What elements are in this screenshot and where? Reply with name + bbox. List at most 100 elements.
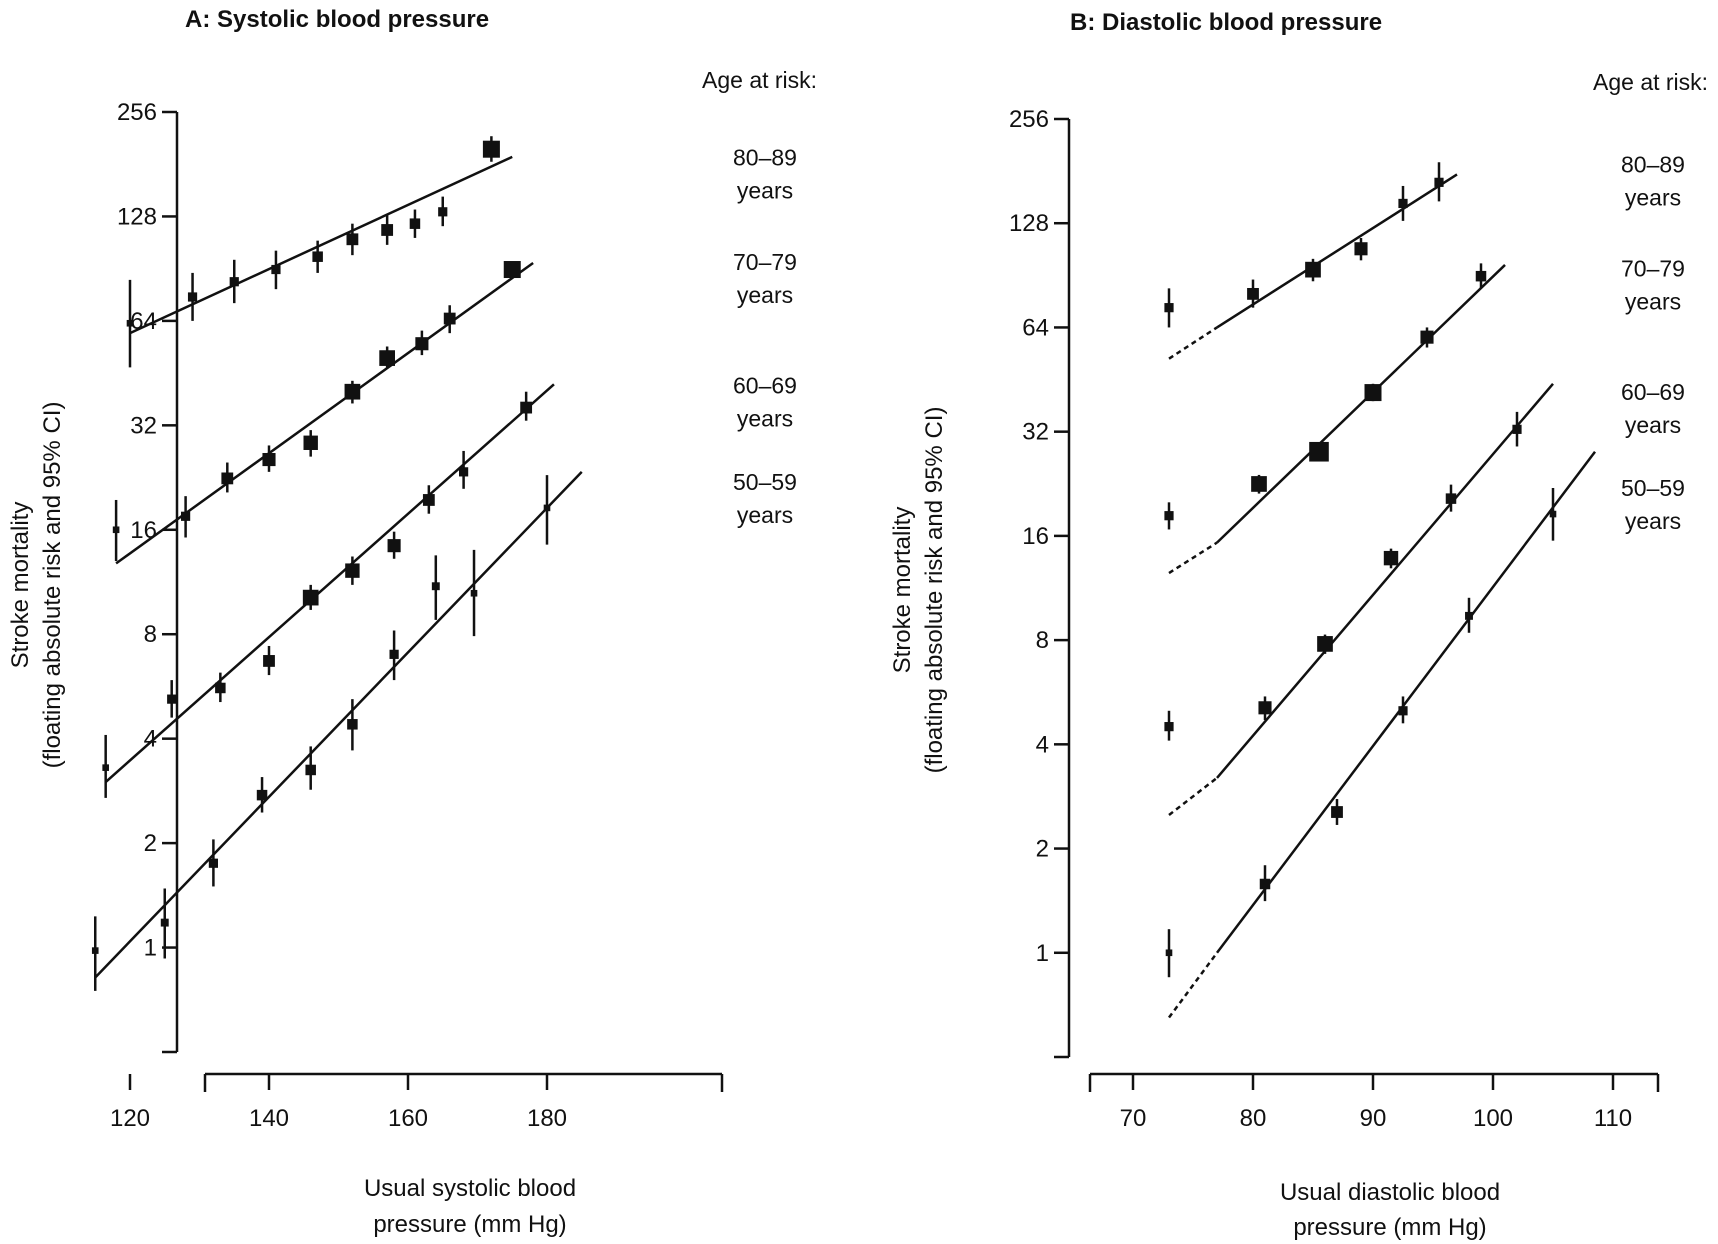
age-group-label: 60–69 bbox=[733, 372, 797, 398]
data-point bbox=[91, 947, 99, 954]
data-point bbox=[520, 401, 533, 414]
data-point bbox=[459, 467, 469, 477]
x-tick-label: 140 bbox=[249, 1105, 289, 1132]
data-point bbox=[344, 383, 361, 400]
x-tick-label: 80 bbox=[1240, 1105, 1267, 1132]
fit-line bbox=[104, 383, 555, 783]
y-tick-label: 1 bbox=[1036, 940, 1049, 967]
age-group-label-years: years bbox=[1625, 508, 1681, 534]
data-point bbox=[263, 655, 275, 667]
data-point bbox=[1465, 611, 1473, 620]
data-point bbox=[167, 694, 177, 704]
data-point bbox=[389, 649, 399, 659]
data-point bbox=[1445, 493, 1457, 504]
fit-line bbox=[1216, 264, 1506, 544]
series-60–69: 60–69 years bbox=[102, 372, 797, 798]
data-point bbox=[312, 251, 323, 262]
data-point bbox=[1258, 701, 1272, 715]
y-axis-label-line-2: (floating absolute risk and 95% CI) bbox=[39, 402, 66, 769]
series-70–79: 70–79 years bbox=[112, 249, 797, 565]
series-80–89: 80–89 years bbox=[126, 136, 797, 368]
series-80–89: 80–89 years bbox=[1164, 151, 1685, 360]
fit-line-extrapolated bbox=[1168, 326, 1218, 360]
fit-line bbox=[1216, 450, 1596, 954]
fit-line bbox=[115, 261, 534, 565]
y-tick-label: 1 bbox=[144, 935, 157, 962]
data-point bbox=[112, 526, 120, 534]
data-point bbox=[302, 589, 319, 606]
fit-line-extrapolated bbox=[1168, 541, 1218, 575]
age-group-label: 50–59 bbox=[733, 469, 797, 495]
data-point bbox=[1364, 384, 1382, 402]
data-point bbox=[1549, 510, 1557, 518]
y-tick-label: 2 bbox=[144, 830, 157, 857]
data-point bbox=[1309, 441, 1329, 462]
y-tick-label: 16 bbox=[1022, 523, 1049, 550]
age-group-label: 80–89 bbox=[733, 144, 797, 170]
y-tick-label: 128 bbox=[117, 203, 157, 230]
data-point bbox=[126, 319, 134, 327]
data-point bbox=[1420, 330, 1434, 344]
data-point bbox=[1164, 511, 1174, 521]
age-group-label-years: years bbox=[737, 177, 793, 203]
data-point bbox=[347, 719, 358, 730]
data-point bbox=[381, 224, 394, 236]
data-point bbox=[256, 789, 268, 801]
y-axis-label: Stroke mortality (floating absolute risk … bbox=[7, 402, 66, 769]
age-group-label-years: years bbox=[1625, 412, 1681, 438]
data-point bbox=[1259, 878, 1271, 890]
x-axis-label-line-2: pressure (mm Hg) bbox=[1293, 1214, 1486, 1241]
y-tick-label: 8 bbox=[1036, 627, 1049, 654]
age-group-label-years: years bbox=[737, 282, 793, 308]
age-group-label-years: years bbox=[1625, 184, 1681, 210]
fit-line bbox=[1216, 173, 1458, 329]
series-50–59: 50–59 years bbox=[91, 469, 797, 991]
age-group-label: 80–89 bbox=[1621, 151, 1685, 177]
age-group-label: 70–79 bbox=[1621, 256, 1685, 282]
data-point bbox=[1164, 722, 1174, 732]
data-point bbox=[1434, 177, 1444, 187]
x-tick-label: 180 bbox=[527, 1105, 567, 1132]
x-tick-label: 110 bbox=[1594, 1105, 1632, 1132]
y-tick-label: 256 bbox=[1009, 106, 1049, 133]
data-point bbox=[503, 261, 521, 279]
age-group-label-years: years bbox=[737, 405, 793, 431]
y-tick-label: 2 bbox=[1036, 836, 1049, 863]
data-point bbox=[215, 682, 226, 694]
y-tick-label: 32 bbox=[130, 412, 157, 439]
data-point bbox=[208, 858, 218, 868]
legend-title: Age at risk: bbox=[702, 67, 817, 93]
data-point bbox=[303, 435, 318, 450]
fit-line bbox=[1216, 382, 1554, 779]
age-group-label: 60–69 bbox=[1621, 379, 1685, 405]
chart-title: A: Systolic blood pressure bbox=[185, 6, 489, 33]
data-point bbox=[1305, 261, 1321, 278]
data-point bbox=[482, 140, 500, 158]
data-point bbox=[387, 539, 401, 553]
data-point bbox=[229, 277, 239, 287]
data-point bbox=[305, 764, 316, 776]
y-tick-label: 16 bbox=[130, 517, 157, 544]
data-point bbox=[543, 504, 551, 512]
data-point bbox=[1383, 550, 1399, 566]
data-point bbox=[443, 312, 456, 325]
y-tick-label: 256 bbox=[117, 99, 157, 126]
y-tick-label: 8 bbox=[144, 621, 157, 648]
series-70–79: 70–79 years bbox=[1164, 256, 1685, 575]
data-point bbox=[345, 563, 360, 578]
fit-line-extrapolated bbox=[1168, 776, 1218, 816]
data-point bbox=[102, 764, 109, 771]
data-point bbox=[1317, 636, 1333, 652]
data-point bbox=[262, 452, 276, 467]
data-point bbox=[379, 350, 395, 366]
data-point bbox=[1247, 287, 1259, 300]
series-60–69: 60–69 years bbox=[1164, 379, 1685, 816]
data-point bbox=[409, 218, 421, 229]
x-axis-label-line-1: Usual diastolic blood bbox=[1280, 1179, 1500, 1206]
data-point bbox=[422, 494, 435, 506]
y-axis-label-line-2: (floating absolute risk and 95% CI) bbox=[921, 407, 948, 774]
data-point bbox=[346, 233, 359, 246]
legend-title: Age at risk: bbox=[1593, 69, 1708, 95]
fit-line-extrapolated bbox=[1167, 952, 1219, 1019]
